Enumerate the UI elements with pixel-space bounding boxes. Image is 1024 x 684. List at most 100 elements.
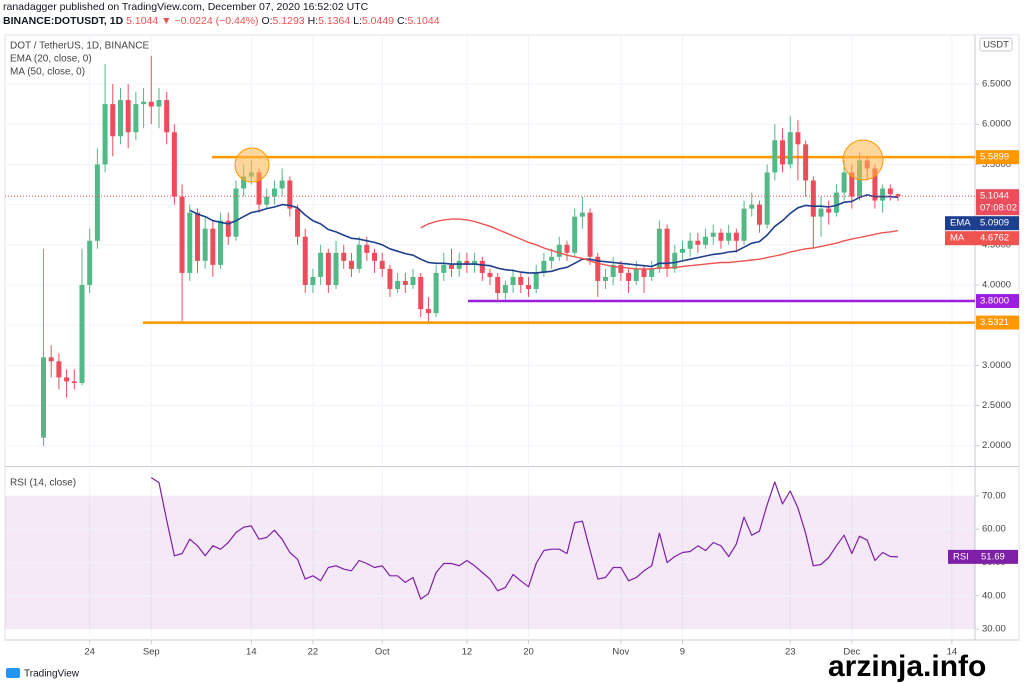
change: ▼ −0.0224 (−0.44%)	[161, 15, 258, 27]
y-tick-label: 40.00	[982, 590, 1006, 601]
currency: USDT	[983, 40, 1009, 51]
candle-body	[679, 248, 685, 253]
ohlc-value: 5.0449	[362, 15, 394, 27]
grid	[5, 35, 979, 644]
candle-body	[194, 212, 200, 261]
x-tick-label: Nov	[612, 647, 629, 658]
candle-body	[549, 256, 555, 261]
candle-body	[433, 272, 439, 314]
candle-body	[672, 252, 678, 269]
symbol: BINANCE:DOTUSDT, 1D	[3, 15, 124, 27]
candle-body	[518, 276, 524, 285]
currency-box	[979, 37, 1013, 52]
symbol-line: BINANCE:DOTUSDT, 1D 5.1044 ▼ −0.0224 (−0…	[3, 15, 440, 27]
x-tick-label: 23	[785, 647, 796, 658]
candle-body	[633, 268, 639, 281]
candle-body	[264, 196, 270, 205]
candle-body	[233, 188, 239, 237]
candle-body	[895, 194, 901, 197]
x-tick-label: 14	[246, 647, 257, 658]
candle-body	[295, 208, 301, 237]
tag-box	[945, 231, 1019, 246]
candle-body	[780, 140, 786, 165]
candle-body	[695, 240, 701, 245]
candle-body	[402, 280, 408, 285]
ohlc-value: 5.1044	[407, 15, 439, 27]
candle-body	[587, 212, 593, 257]
tag-value: 5.1044	[980, 191, 1009, 202]
candle-body	[872, 168, 878, 201]
y-tick-label: 2.5000	[982, 400, 1011, 411]
candle-body	[356, 244, 362, 269]
candle-body	[302, 236, 308, 285]
candle-body	[718, 232, 724, 241]
candle-body	[218, 220, 224, 265]
candle-body	[418, 276, 424, 310]
candle-body	[372, 252, 378, 261]
pane-title: RSI (14, close)	[10, 478, 76, 489]
x-tick-label: 20	[523, 647, 534, 658]
publisher-line: ranadagger published on TradingView.com,…	[3, 1, 369, 13]
candle-body	[764, 172, 770, 225]
y-tick-label: 3.0000	[982, 360, 1011, 371]
x-tick-label: Oct	[375, 647, 390, 658]
candle-body	[818, 208, 824, 217]
candle-body	[256, 172, 262, 205]
candle-body	[279, 180, 285, 189]
y-tick-label: 2.0000	[982, 440, 1011, 451]
candle-body	[502, 284, 508, 293]
candle-body	[533, 272, 539, 289]
candle-body	[803, 144, 809, 181]
x-tick-label: 22	[308, 647, 319, 658]
candle-body	[810, 180, 816, 217]
tag-value: 07:08:02	[980, 203, 1017, 214]
ohlc-label: H:	[308, 15, 319, 27]
candle-body	[510, 276, 516, 285]
candle-body	[880, 188, 886, 201]
candle-body	[71, 381, 77, 384]
candle-body	[395, 280, 401, 289]
legend-entry: MA (50, close, 0)	[10, 67, 85, 78]
y-tick-label: 6.0000	[982, 119, 1011, 130]
tag-box	[945, 216, 1019, 231]
highlight-circle	[842, 139, 884, 181]
candle-body	[556, 244, 562, 257]
candle-body	[148, 101, 154, 107]
candle-body	[525, 284, 531, 289]
candle-body	[726, 232, 732, 241]
tag-value: 5.5899	[980, 152, 1009, 163]
ohlc-label: C:	[397, 15, 408, 27]
candle-body	[787, 132, 793, 165]
candle-body	[40, 357, 46, 438]
candle-body	[479, 260, 485, 273]
candle-body	[564, 244, 570, 253]
tag-box	[976, 294, 1019, 309]
candle-body	[410, 276, 416, 285]
logo-icon	[6, 668, 20, 678]
tag-box	[976, 315, 1019, 330]
candle-body	[79, 284, 85, 384]
candle-body	[749, 204, 755, 209]
candle-body	[56, 361, 62, 378]
candle-body	[64, 377, 70, 382]
x-tick-label: Dec	[843, 647, 860, 658]
tag-name: EMA	[950, 218, 971, 229]
candle-body	[325, 252, 331, 285]
candle-body	[626, 272, 632, 281]
candle-body	[772, 140, 778, 173]
candle-body	[225, 220, 231, 237]
candle-body	[649, 268, 655, 277]
candle-body	[210, 228, 216, 265]
tag-name: RSI	[953, 551, 969, 562]
candle-body	[48, 357, 54, 362]
candle-body	[141, 101, 147, 105]
tag-value: 51.69	[981, 551, 1005, 562]
y-tick-label: 5.5000	[982, 159, 1011, 170]
candle-body	[464, 260, 470, 265]
highlight-circle	[234, 147, 270, 183]
candle-body	[179, 196, 185, 273]
candle-body	[641, 268, 647, 277]
candle-body	[318, 252, 324, 277]
